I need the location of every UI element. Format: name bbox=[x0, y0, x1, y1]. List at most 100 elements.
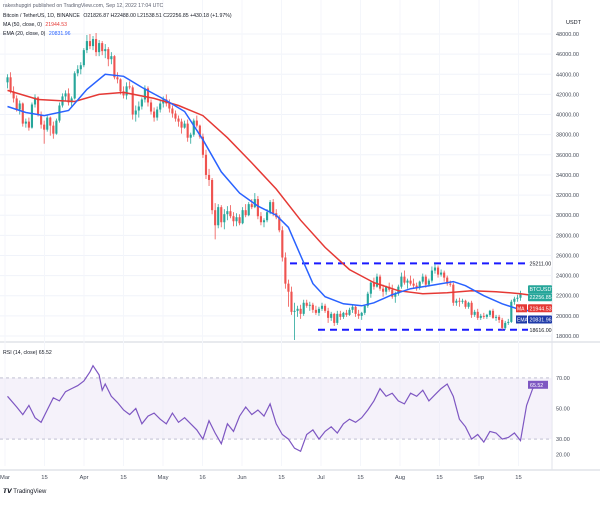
candle-up bbox=[516, 294, 519, 302]
candle-up bbox=[262, 218, 266, 228]
candle-up bbox=[235, 213, 238, 227]
candle-body bbox=[479, 315, 482, 318]
candle-down bbox=[52, 121, 55, 139]
candle-body bbox=[498, 316, 501, 320]
candle-up bbox=[488, 309, 492, 317]
candle-body bbox=[418, 281, 421, 288]
candle-body bbox=[128, 86, 131, 88]
price-tick-label: 36000.00 bbox=[556, 153, 579, 159]
candle-body bbox=[305, 302, 308, 306]
candle-body bbox=[436, 267, 440, 275]
time-tick-label: Mar bbox=[0, 475, 10, 481]
candle-body bbox=[473, 311, 476, 315]
price-tick-label: 18000.00 bbox=[556, 334, 579, 340]
candle-up bbox=[519, 290, 522, 301]
candle-body bbox=[443, 272, 446, 278]
candle-body bbox=[446, 277, 449, 284]
rsi-panel bbox=[0, 364, 552, 453]
candle-down bbox=[177, 115, 180, 127]
price-tick-label: 32000.00 bbox=[556, 193, 579, 199]
time-tick-label: Jul bbox=[317, 475, 324, 481]
candle-body bbox=[24, 121, 27, 124]
candle-up bbox=[159, 100, 162, 113]
candle-down bbox=[403, 270, 406, 285]
candle-down bbox=[382, 284, 385, 297]
candle-body bbox=[259, 216, 263, 223]
candle-up bbox=[363, 304, 366, 315]
candle-down bbox=[232, 212, 235, 227]
price-tick-label: 44000.00 bbox=[556, 72, 579, 78]
candle-down bbox=[290, 286, 293, 315]
ema-tag: 20831.96 bbox=[528, 315, 552, 324]
time-tick-label: Aug bbox=[395, 475, 405, 481]
candle-body bbox=[180, 121, 183, 128]
candle-down bbox=[339, 310, 342, 320]
candle-body bbox=[269, 202, 272, 213]
resistance-tag-text: 25211.00 bbox=[530, 261, 552, 267]
candle-body bbox=[406, 280, 409, 283]
candle-down bbox=[250, 199, 253, 210]
candle-body bbox=[366, 293, 369, 306]
candle-up bbox=[6, 74, 9, 89]
candle-body bbox=[149, 102, 153, 112]
candle-down bbox=[458, 297, 461, 307]
ema-marker: EMA bbox=[516, 315, 529, 324]
candle-up bbox=[369, 280, 372, 298]
price-tick-label: 40000.00 bbox=[556, 113, 579, 119]
candle-up bbox=[183, 120, 186, 129]
candle-down bbox=[311, 302, 314, 313]
candle-up bbox=[79, 62, 82, 75]
candle-body bbox=[510, 301, 513, 322]
candle-body bbox=[455, 300, 458, 303]
candle-up bbox=[342, 311, 345, 319]
candle-body bbox=[287, 283, 290, 292]
price-tick-label: 24000.00 bbox=[556, 274, 579, 280]
candle-body bbox=[290, 291, 293, 312]
candle-down bbox=[464, 299, 467, 309]
support-tag: 18616.00 bbox=[528, 325, 552, 334]
candle-body bbox=[378, 276, 382, 289]
candle-body bbox=[189, 134, 192, 138]
candle-up bbox=[485, 313, 488, 319]
candle-body bbox=[40, 114, 43, 125]
candle-body bbox=[85, 41, 88, 51]
rsi-band bbox=[0, 377, 552, 440]
candle-body bbox=[412, 283, 415, 286]
candle-body bbox=[278, 217, 281, 231]
tradingview-logo: 𝙏𝙑 TradingView bbox=[3, 489, 47, 495]
ma50-line bbox=[7, 89, 539, 298]
candle-up bbox=[360, 311, 363, 320]
candle-body bbox=[195, 120, 198, 126]
time-tick-label: Jun bbox=[237, 475, 246, 481]
candle-body bbox=[33, 97, 37, 105]
candle-down bbox=[354, 305, 357, 317]
candle-up bbox=[82, 48, 85, 68]
candle-down bbox=[119, 78, 122, 95]
candle-body bbox=[171, 108, 174, 114]
candle-body bbox=[6, 77, 9, 83]
candle-down bbox=[195, 115, 198, 128]
candle-body bbox=[214, 210, 217, 226]
ma-tag-text: 21944.53 bbox=[530, 306, 552, 312]
candle-up bbox=[308, 301, 311, 311]
candle-down bbox=[436, 265, 440, 278]
candle-body bbox=[137, 106, 140, 111]
candle-down bbox=[345, 309, 348, 317]
candle-up bbox=[430, 266, 433, 283]
candle-down bbox=[27, 117, 30, 131]
candle-body bbox=[95, 39, 98, 53]
candle-body bbox=[327, 310, 330, 318]
ema-tag-text: 20831.96 bbox=[530, 317, 552, 323]
symbol-tag: BTCUSDT bbox=[528, 285, 555, 294]
rsi-tick-label: 50.00 bbox=[556, 407, 570, 413]
candle-body bbox=[375, 276, 379, 287]
time-tick-label: Apr bbox=[79, 475, 88, 481]
candle-body bbox=[107, 49, 110, 60]
candle-body bbox=[220, 207, 223, 223]
symbol-tag-bg bbox=[528, 285, 552, 294]
level-lines bbox=[290, 262, 552, 331]
candle-up bbox=[461, 298, 464, 304]
candle-body bbox=[452, 284, 455, 303]
candle-body bbox=[385, 286, 388, 292]
candle-body bbox=[235, 217, 238, 222]
